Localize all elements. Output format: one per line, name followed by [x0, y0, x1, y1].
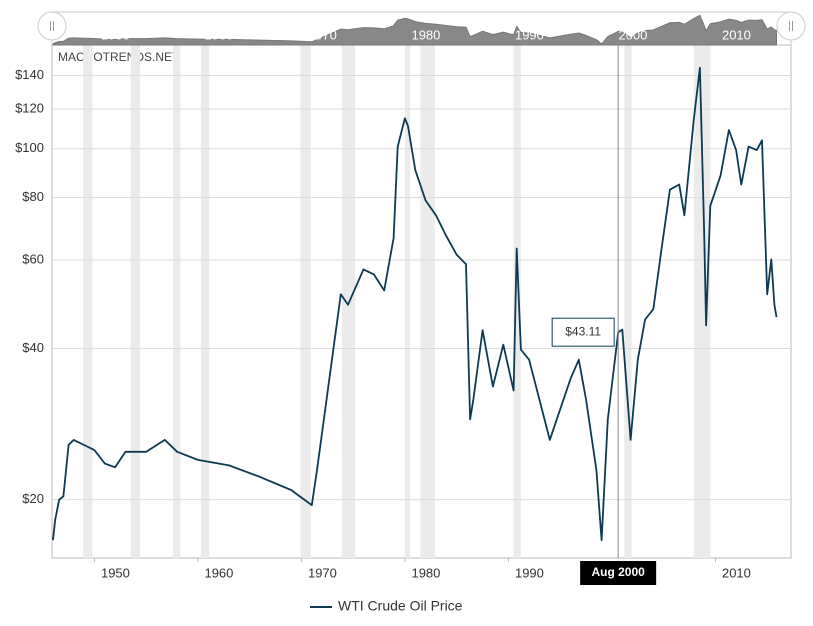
x-tick-label: 1950 [101, 565, 130, 580]
x-tick-label: 2010 [722, 565, 751, 580]
y-tick-label: $60 [22, 252, 44, 267]
x-tick-label: 1960 [204, 565, 233, 580]
x-tick-label: 1970 [308, 565, 337, 580]
x-tick-label: 1990 [515, 565, 544, 580]
navigator-label: 1990 [515, 27, 544, 42]
y-tick-label: $20 [22, 491, 44, 506]
recession-band [693, 45, 711, 558]
watermark: MACROTRENDS.NET [58, 50, 180, 64]
recession-band [300, 45, 311, 558]
recession-band [420, 45, 435, 558]
y-tick-label: $40 [22, 340, 44, 355]
navigator-label: 2010 [722, 27, 751, 42]
navigator-label: 1980 [411, 27, 440, 42]
recession-band [201, 45, 210, 558]
navigator-handle[interactable] [37, 11, 67, 41]
navigator-label: 1950 [101, 27, 130, 42]
x-crosshair-label-bg [580, 561, 657, 585]
y-tick-label: $140 [15, 67, 44, 82]
y-tick-label: $100 [15, 140, 44, 155]
recession-band [83, 45, 93, 558]
tooltip-box [551, 317, 615, 347]
recession-band [130, 45, 140, 558]
tooltip-value: $43.11 [565, 324, 601, 338]
recession-band [404, 45, 411, 558]
navigator-label: 2000 [618, 27, 647, 42]
x-crosshair-label: Aug 2000 [591, 565, 645, 579]
price-line [52, 66, 778, 542]
recession-band [513, 45, 521, 558]
navigator-label: 1960 [204, 27, 233, 42]
navigator-area [52, 14, 778, 46]
recession-band [624, 45, 632, 558]
navigator-handle[interactable] [776, 11, 806, 41]
navigator-label: 1970 [308, 27, 337, 42]
recession-band [173, 45, 181, 558]
y-tick-label: $120 [15, 101, 44, 116]
legend-label[interactable]: WTI Crude Oil Price [338, 598, 463, 614]
y-tick-label: $80 [22, 189, 44, 204]
x-tick-label: 1980 [411, 565, 440, 580]
